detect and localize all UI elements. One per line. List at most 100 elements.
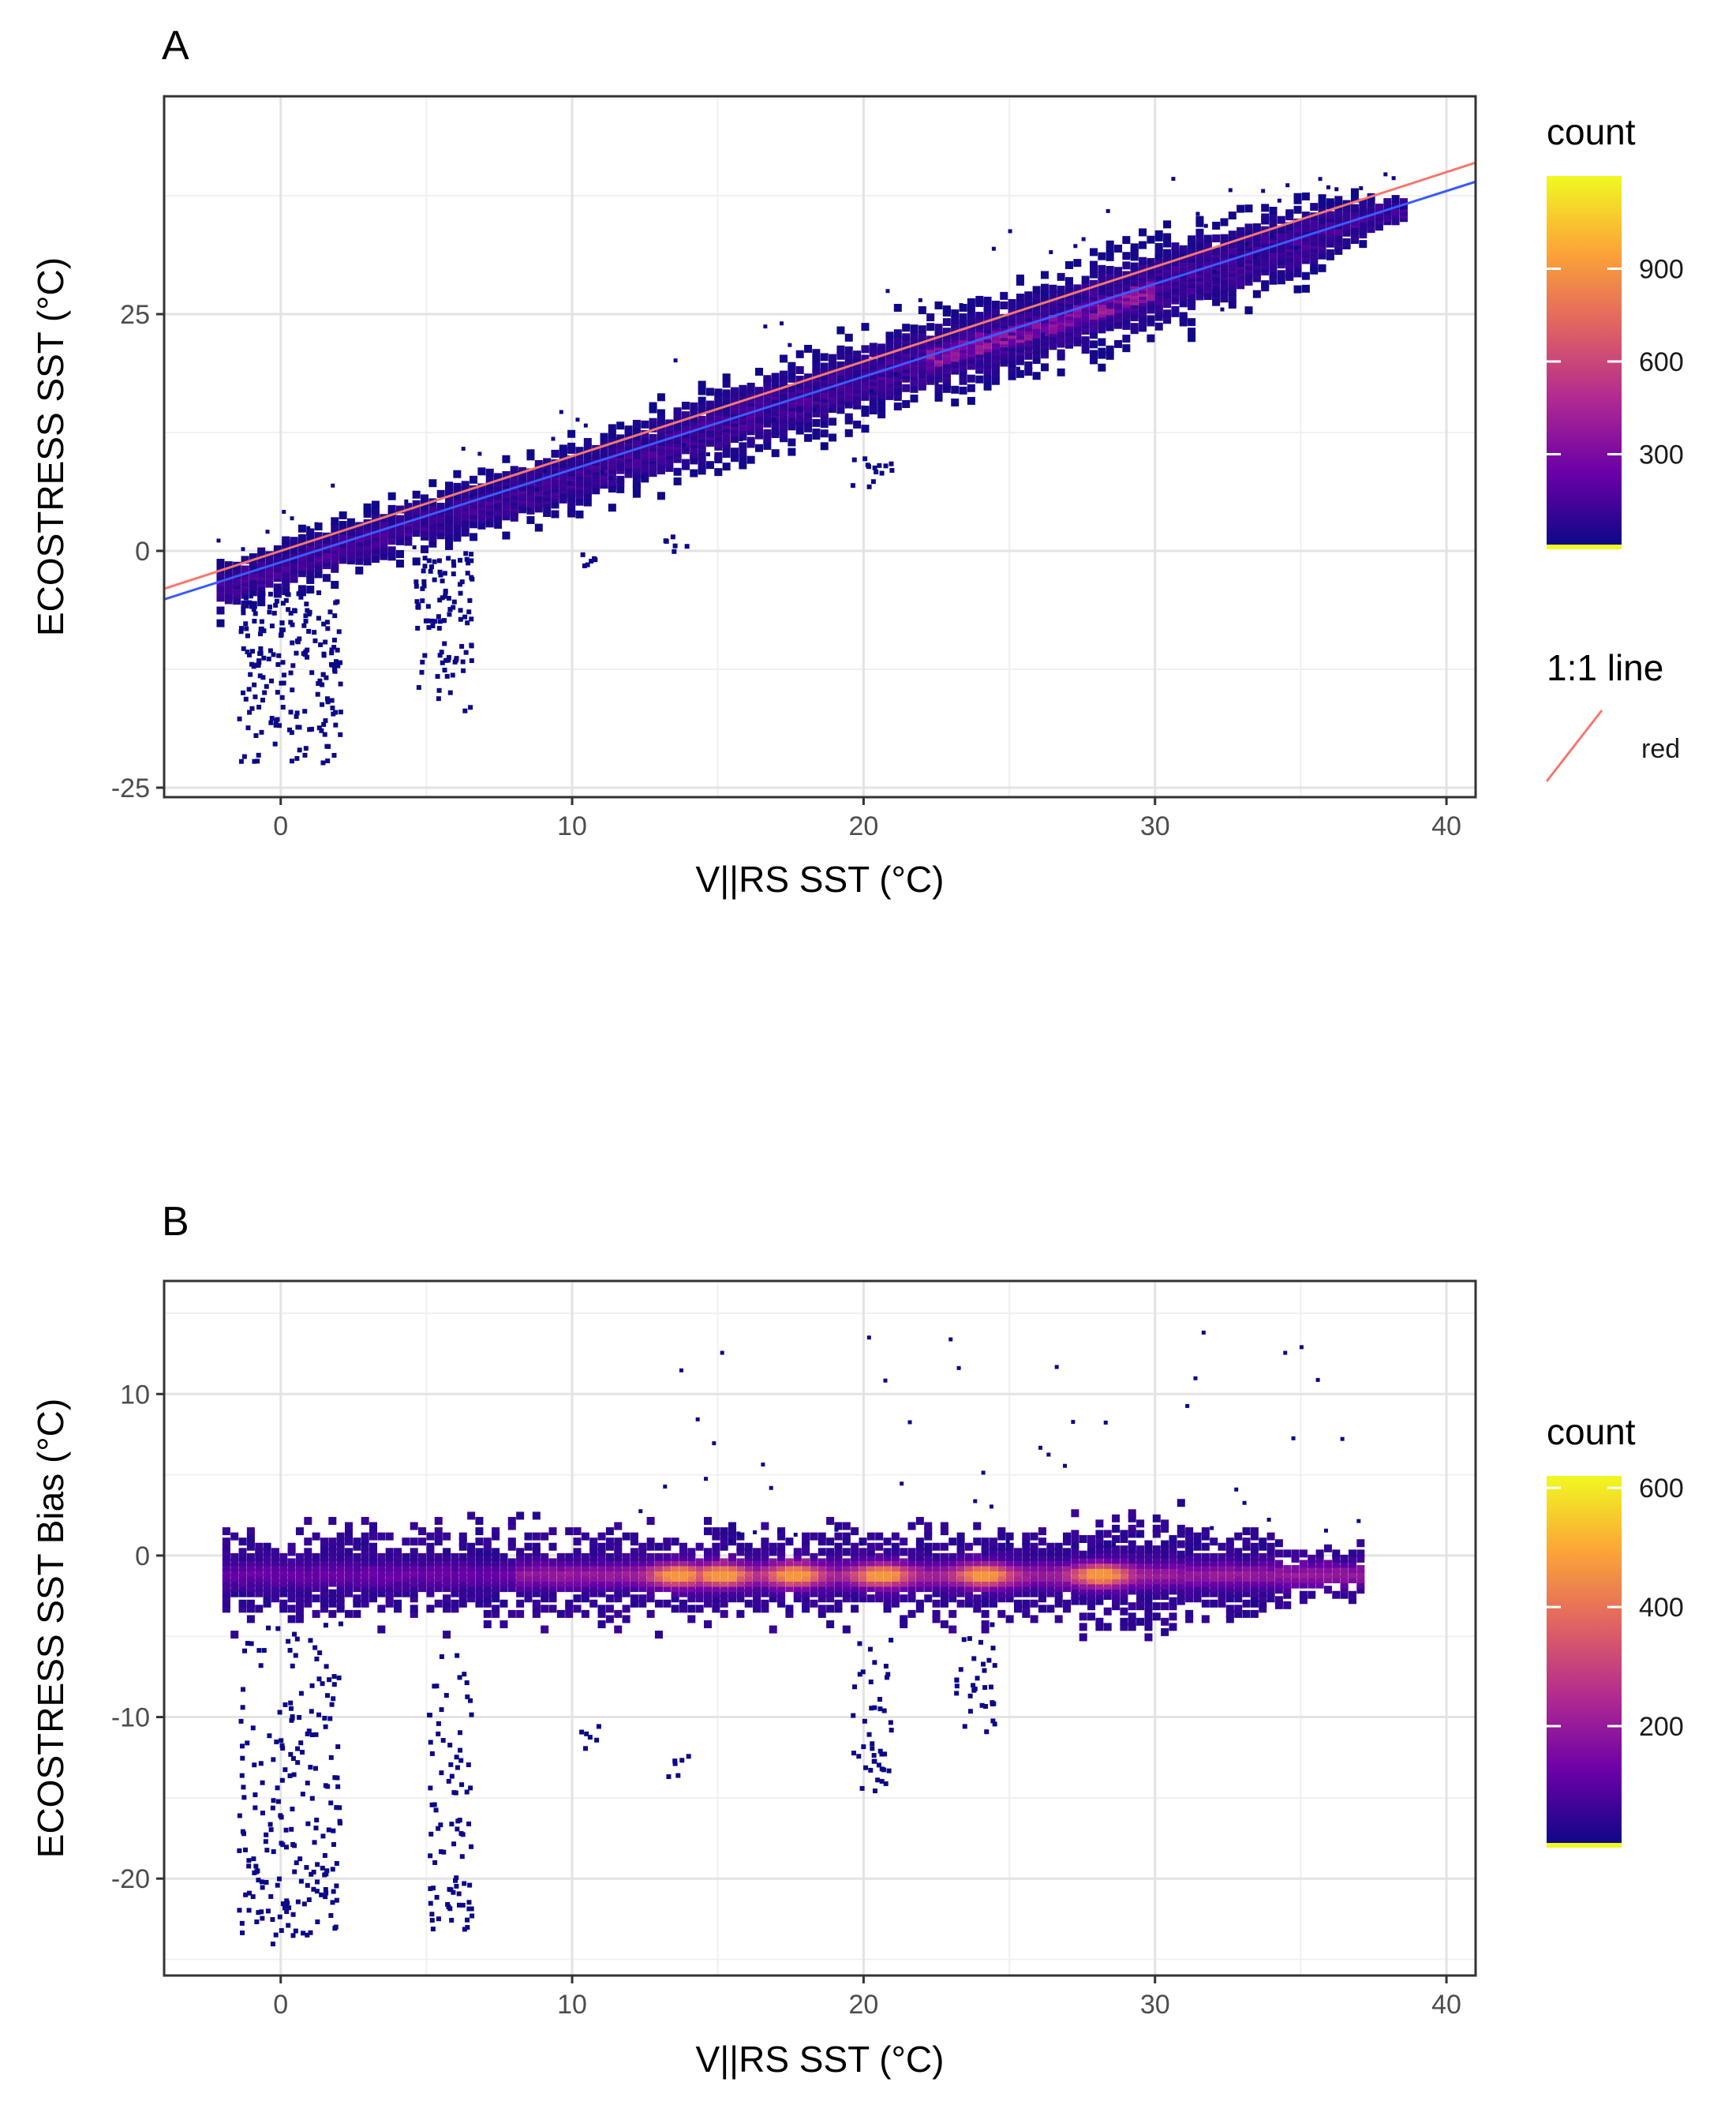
heatmap-cell [932, 1568, 941, 1577]
heatmap-cell [704, 1620, 713, 1628]
heatmap-cell [608, 478, 616, 486]
heatmap-cell [238, 1558, 247, 1567]
heatmap-cell [507, 1522, 516, 1530]
heatmap-cell [1293, 193, 1302, 201]
heatmap-cell [268, 591, 273, 597]
heatmap-cell [532, 1548, 541, 1556]
heatmap-cell [581, 1532, 589, 1541]
heatmap-cell [672, 549, 677, 554]
heatmap-cell [1225, 1594, 1234, 1603]
heatmap-cell [425, 618, 430, 624]
heatmap-cell [671, 1558, 679, 1567]
heatmap-cell [394, 1579, 402, 1587]
heatmap-cell [432, 1683, 437, 1689]
heatmap-cell [1308, 1575, 1316, 1584]
heatmap-cell [238, 1718, 244, 1724]
heatmap-cell [622, 1589, 630, 1597]
heatmap-cell [1291, 1436, 1296, 1440]
heatmap-cell [464, 1680, 470, 1686]
heatmap-cell [369, 1584, 378, 1593]
heatmap-cell [605, 1584, 614, 1593]
heatmap-cell [769, 1594, 777, 1603]
heatmap-cell [458, 1558, 467, 1567]
heatmap-cell [1122, 261, 1131, 270]
heatmap-cell [1220, 218, 1229, 227]
heatmap-cell [1022, 1579, 1031, 1587]
heatmap-cell [458, 590, 463, 596]
heatmap-cell [769, 1563, 777, 1571]
heatmap-cell [334, 1883, 339, 1889]
heatmap-cell [1228, 230, 1237, 239]
heatmap-cell [1308, 1560, 1316, 1568]
heatmap-cell [646, 1563, 655, 1571]
heatmap-cell [1114, 267, 1123, 275]
heatmap-cell [260, 698, 265, 703]
heatmap-cell [704, 1594, 713, 1603]
heatmap-cell [907, 1568, 916, 1577]
heatmap-cell [812, 407, 817, 412]
heatmap-cell [1193, 1584, 1202, 1593]
heatmap-cell [744, 1579, 753, 1587]
heatmap-cell [298, 594, 304, 600]
heatmap-cell [744, 1589, 753, 1597]
heatmap-cell [910, 346, 919, 355]
heatmap-cell [1030, 1548, 1038, 1556]
heatmap-cell [671, 1605, 679, 1613]
heatmap-cell [328, 1542, 337, 1551]
heatmap-cell [1225, 1589, 1234, 1597]
heatmap-cell [956, 1552, 965, 1561]
heatmap-cell [339, 511, 347, 519]
heatmap-cell [467, 1558, 476, 1567]
heatmap-cell [687, 1605, 696, 1613]
heatmap-cell [720, 1542, 728, 1551]
heatmap-cell [1090, 267, 1098, 275]
heatmap-cell [826, 1568, 835, 1577]
heatmap-cell [458, 1552, 467, 1561]
heatmap-cell [851, 457, 857, 463]
heatmap-cell [875, 1532, 884, 1541]
heatmap-cell [826, 1537, 835, 1546]
heatmap-cell [516, 1609, 525, 1618]
heatmap-cell [1081, 275, 1090, 284]
heatmap-cell [736, 1542, 745, 1551]
heatmap-cell [443, 1594, 451, 1603]
heatmap-cell [314, 1889, 320, 1894]
heatmap-cell [771, 379, 780, 388]
heatmap-cell [443, 1574, 451, 1582]
heatmap-cell [646, 1579, 655, 1587]
heatmap-cell [679, 1542, 687, 1551]
heatmap-cell [918, 376, 926, 384]
heatmap-cell [883, 463, 889, 469]
heatmap-cell [870, 479, 876, 485]
heatmap-cell [246, 1858, 252, 1863]
heatmap-cell [1032, 292, 1041, 301]
heatmap-cell [722, 450, 731, 459]
heatmap-cell [1103, 1576, 1112, 1585]
heatmap-cell [385, 1589, 394, 1597]
heatmap-cell [421, 579, 427, 584]
heatmap-cell [325, 758, 331, 764]
heatmap-cell [630, 1552, 638, 1561]
heatmap-cell [1326, 249, 1334, 257]
heatmap-cell [638, 1574, 647, 1582]
heatmap-cell [477, 521, 486, 530]
heatmap-cell [967, 374, 975, 383]
heatmap-cell [565, 1599, 574, 1608]
heatmap-cell [614, 1542, 623, 1551]
heatmap-cell [940, 1522, 948, 1530]
heatmap-cell [1185, 1563, 1194, 1571]
heatmap-cell [279, 1563, 288, 1571]
heatmap-cell [663, 1574, 672, 1582]
heatmap-cell [567, 455, 576, 464]
heatmap-cell [1046, 1563, 1055, 1571]
heatmap-cell [997, 1532, 1006, 1541]
heatmap-cell [1046, 1589, 1055, 1597]
heatmap-cell [810, 1552, 818, 1561]
heatmap-cell [426, 1552, 435, 1561]
heatmap-cell [975, 375, 984, 384]
heatmap-cell [263, 1584, 271, 1593]
heatmap-cell [329, 1702, 335, 1707]
heatmap-cell [1022, 1605, 1031, 1613]
heatmap-cell [1071, 1540, 1079, 1549]
